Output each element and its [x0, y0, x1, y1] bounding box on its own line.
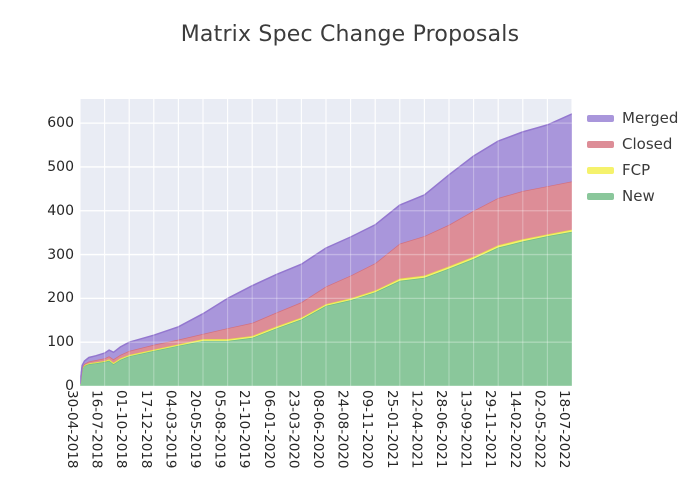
y-tick-label: 400: [47, 202, 74, 219]
x-tick-label: 23-03-2020: [285, 390, 302, 469]
area-band-new: [80, 231, 572, 386]
legend-label-fcp: FCP: [622, 161, 651, 179]
area-band-closed: [80, 181, 572, 385]
x-tick-label: 12-04-2021: [408, 390, 425, 469]
x-tick-label: 25-01-2021: [383, 390, 400, 469]
y-tick-label: 0: [65, 378, 74, 394]
x-tick-label: 05-08-2019: [211, 390, 228, 469]
x-tick-label: 08-06-2020: [310, 390, 326, 469]
x-tick-label: 29-11-2021: [482, 390, 499, 469]
legend-item-fcp: FCP: [587, 157, 678, 183]
legend-swatch-fcp-icon: [587, 166, 614, 174]
legend-label-closed: Closed: [622, 135, 673, 153]
x-tick-label: 24-08-2020: [334, 390, 351, 469]
stacked-area-chart: [80, 99, 572, 386]
grid-lines: [80, 99, 572, 386]
legend-label-merged: Merged: [622, 109, 679, 127]
chart-title: Matrix Spec Change Proposals: [180, 22, 520, 47]
area-band-merged: [80, 113, 572, 385]
area-line-merged: [80, 113, 572, 384]
legend-item-closed: Closed: [587, 131, 678, 157]
x-tick-label: 28-06-2021: [433, 390, 449, 469]
y-tick-label: 600: [47, 115, 74, 132]
x-tick-label: 21-10-2019: [236, 390, 253, 469]
x-tick-label: 02-05-2022: [531, 390, 548, 469]
legend-swatch-new-icon: [587, 192, 614, 200]
x-tick-label: 16-07-2018: [88, 390, 105, 469]
x-tick-label: 18-07-2022: [556, 390, 572, 469]
x-tick-label: 06-01-2020: [260, 390, 277, 469]
y-tick-label: 100: [47, 334, 74, 351]
x-tick-label: 17-12-2018: [137, 390, 154, 469]
chart-legend: Merged Closed FCP New: [587, 105, 678, 209]
area-band-fcp: [80, 229, 572, 385]
x-tick-label: 09-11-2020: [359, 390, 376, 469]
x-tick-label: 14-02-2022: [506, 390, 523, 469]
y-tick-label: 300: [47, 246, 74, 263]
legend-item-new: New: [587, 183, 678, 209]
x-tick-label: 01-10-2018: [113, 390, 130, 469]
x-tick-label: 30-04-2018: [64, 390, 80, 469]
legend-swatch-merged-icon: [587, 114, 614, 122]
y-tick-label: 500: [47, 158, 74, 175]
legend-label-new: New: [622, 187, 655, 205]
legend-swatch-closed-icon: [587, 140, 614, 148]
y-tick-label: 200: [47, 290, 74, 307]
legend-item-merged: Merged: [587, 105, 678, 131]
x-tick-label: 20-05-2019: [187, 390, 203, 469]
x-tick-label: 04-03-2019: [162, 390, 179, 469]
x-tick-label: 13-09-2021: [457, 390, 474, 469]
